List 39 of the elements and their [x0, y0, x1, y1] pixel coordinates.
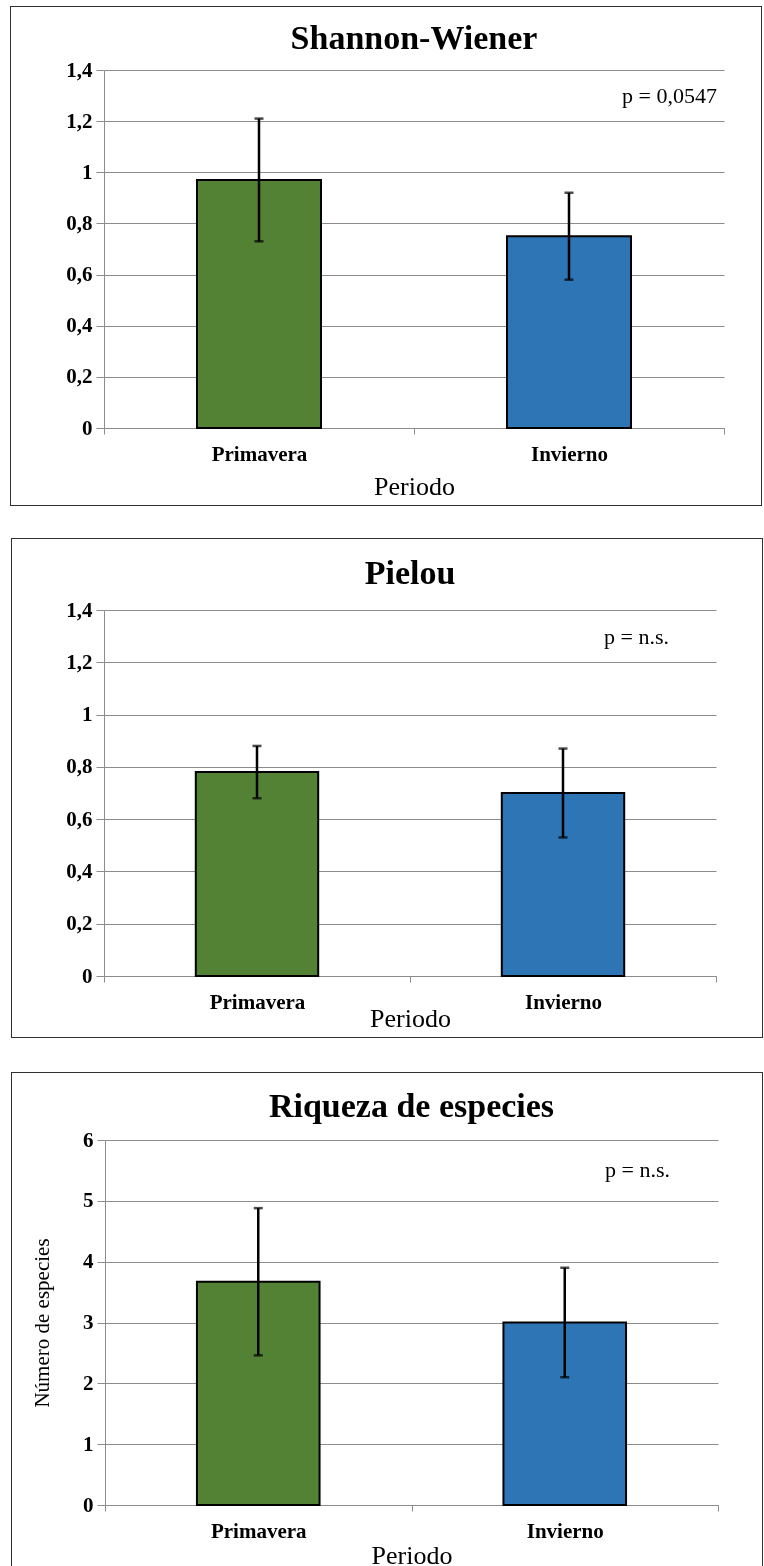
y-tick-label: 1,2 [66, 649, 93, 674]
x-tick-label: Primavera [209, 989, 306, 1014]
y-tick-label: 1,4 [66, 57, 93, 82]
x-tick-label: Invierno [524, 989, 603, 1014]
y-tick-label: 4 [83, 1249, 94, 1274]
y-tick-label: 0,4 [66, 313, 93, 338]
annotation: p = 0,0547 [622, 83, 717, 108]
chart-title: Riqueza de especies [268, 1087, 555, 1124]
y-tick-label: 0,6 [66, 806, 93, 831]
annotation: p = n.s. [605, 1157, 670, 1182]
y-tick-label: 0 [82, 415, 93, 440]
y-tick-label: 0,6 [66, 262, 93, 287]
y-tick-label: 0 [83, 1492, 94, 1517]
y-tick-label: 0,2 [66, 911, 93, 936]
y-tick-label: 1 [82, 159, 93, 184]
y-tick-label: 1,4 [66, 597, 93, 622]
y-axis-title: Número de especies [30, 1238, 54, 1408]
y-tick-label: 1,2 [66, 108, 93, 133]
x-tick-label: Primavera [210, 1518, 308, 1543]
y-tick-label: 0 [82, 963, 93, 988]
y-tick-label: 1 [82, 702, 93, 727]
y-tick-label: 0,4 [66, 858, 93, 883]
y-tick-label: 2 [83, 1370, 94, 1395]
x-tick-label: Invierno [526, 1518, 604, 1543]
annotation: p = n.s. [604, 624, 669, 649]
x-axis-title: Periodo [374, 471, 455, 501]
x-tick-label: Invierno [530, 441, 609, 466]
x-tick-label: Primavera [211, 441, 308, 466]
chart-title: Pielou [364, 554, 456, 591]
y-tick-label: 6 [83, 1127, 94, 1152]
y-tick-label: 3 [83, 1310, 94, 1334]
chart-title: Shannon-Wiener [290, 19, 538, 56]
x-axis-title: Periodo [370, 1003, 451, 1033]
y-tick-label: 0,2 [66, 364, 93, 389]
x-axis-title: Periodo [371, 1540, 453, 1566]
y-tick-label: 0,8 [66, 210, 93, 235]
y-tick-label: 0,8 [66, 754, 93, 779]
y-tick-label: 5 [83, 1188, 94, 1213]
y-tick-label: 1 [83, 1431, 94, 1456]
